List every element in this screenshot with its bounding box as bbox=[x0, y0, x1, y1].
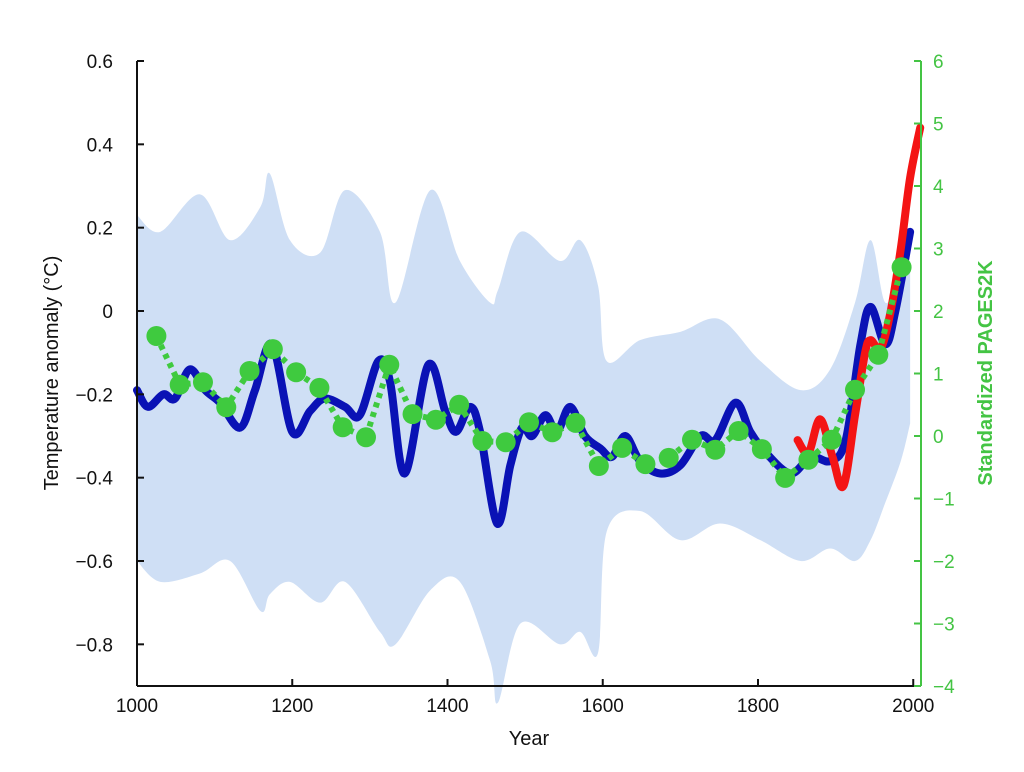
pages2k-marker bbox=[635, 454, 656, 475]
pages2k-marker bbox=[449, 394, 470, 415]
y-tick-label: 0.6 bbox=[87, 52, 113, 73]
y2-tick-label: 0 bbox=[933, 427, 944, 448]
pages2k-marker bbox=[845, 379, 866, 400]
pages2k-marker bbox=[821, 429, 842, 450]
pages2k-marker bbox=[519, 412, 539, 433]
pages2k-marker bbox=[262, 339, 283, 360]
y2-tick-label: 2 bbox=[933, 302, 944, 323]
y2-tick-label: −3 bbox=[933, 615, 955, 636]
pages2k-marker bbox=[798, 449, 819, 470]
pages2k-marker bbox=[775, 467, 796, 488]
pages2k-marker bbox=[402, 404, 423, 425]
pages2k-marker bbox=[565, 412, 586, 433]
pages2k-marker bbox=[728, 421, 749, 441]
pages2k-marker bbox=[146, 326, 167, 346]
x-tick-label: 1200 bbox=[271, 696, 313, 717]
pages2k-marker bbox=[286, 362, 307, 383]
pages2k-marker bbox=[332, 417, 353, 438]
pages2k-marker bbox=[705, 439, 726, 460]
pages2k-marker bbox=[169, 374, 190, 395]
uncertainty-band-layer bbox=[137, 172, 911, 704]
pages2k-marker bbox=[472, 431, 493, 451]
y2-tick-label: −4 bbox=[933, 677, 955, 698]
pages2k-marker bbox=[379, 354, 400, 375]
x-tick-label: 2000 bbox=[892, 696, 934, 717]
y-tick-label: 0.4 bbox=[87, 135, 114, 156]
axes-layer: 1000 1200 1400 1600 1800 2000−0.8−0.6−0.4−0.2… bbox=[75, 52, 955, 717]
y-tick-label: −0.8 bbox=[75, 635, 113, 656]
y2-tick-label: −2 bbox=[933, 552, 955, 573]
y-tick-label: 0.2 bbox=[87, 219, 113, 240]
instrumental-line bbox=[793, 123, 925, 492]
x-tick-label: 1000 bbox=[116, 696, 158, 717]
pages2k-marker bbox=[868, 344, 889, 365]
x-tick-label: 1600 bbox=[582, 696, 624, 717]
pages2k-marker bbox=[542, 422, 563, 443]
x-axis-label: Year bbox=[509, 728, 550, 750]
pages2k-marker bbox=[425, 409, 446, 430]
x-tick-label: 1800 bbox=[737, 696, 779, 717]
y2-tick-label: 6 bbox=[933, 52, 944, 73]
pages2k-marker bbox=[612, 437, 633, 458]
y2-tick-label: −1 bbox=[933, 490, 955, 511]
y2-tick-label: 1 bbox=[933, 365, 944, 386]
pages2k-marker bbox=[588, 456, 609, 476]
y-axis-label: Temperature anomaly (°C) bbox=[41, 256, 63, 491]
y2-tick-label: 3 bbox=[933, 240, 944, 261]
pages2k-marker bbox=[239, 361, 260, 381]
series-layer bbox=[133, 123, 925, 528]
y2-tick-label: 5 bbox=[933, 115, 944, 136]
pages2k-marker bbox=[751, 439, 772, 460]
y-tick-label: −0.4 bbox=[75, 469, 113, 490]
x-tick-label: 1400 bbox=[426, 696, 468, 717]
y-tick-label: 0 bbox=[102, 302, 113, 323]
pages2k-marker bbox=[495, 432, 516, 453]
pages2k-marker bbox=[682, 429, 703, 450]
y2-tick-label: 4 bbox=[933, 177, 944, 198]
pages2k-marker bbox=[891, 257, 912, 278]
y2-axis-label: Standardized PAGES2K bbox=[975, 260, 997, 486]
uncertainty-band bbox=[137, 172, 911, 704]
pages2k-marker bbox=[192, 372, 213, 393]
pages2k-marker bbox=[355, 427, 376, 448]
y-tick-label: −0.2 bbox=[75, 385, 113, 406]
pages2k-marker bbox=[216, 397, 237, 418]
y-tick-label: −0.6 bbox=[75, 552, 113, 573]
pages2k-marker bbox=[658, 447, 679, 468]
pages2k-marker bbox=[309, 377, 330, 398]
